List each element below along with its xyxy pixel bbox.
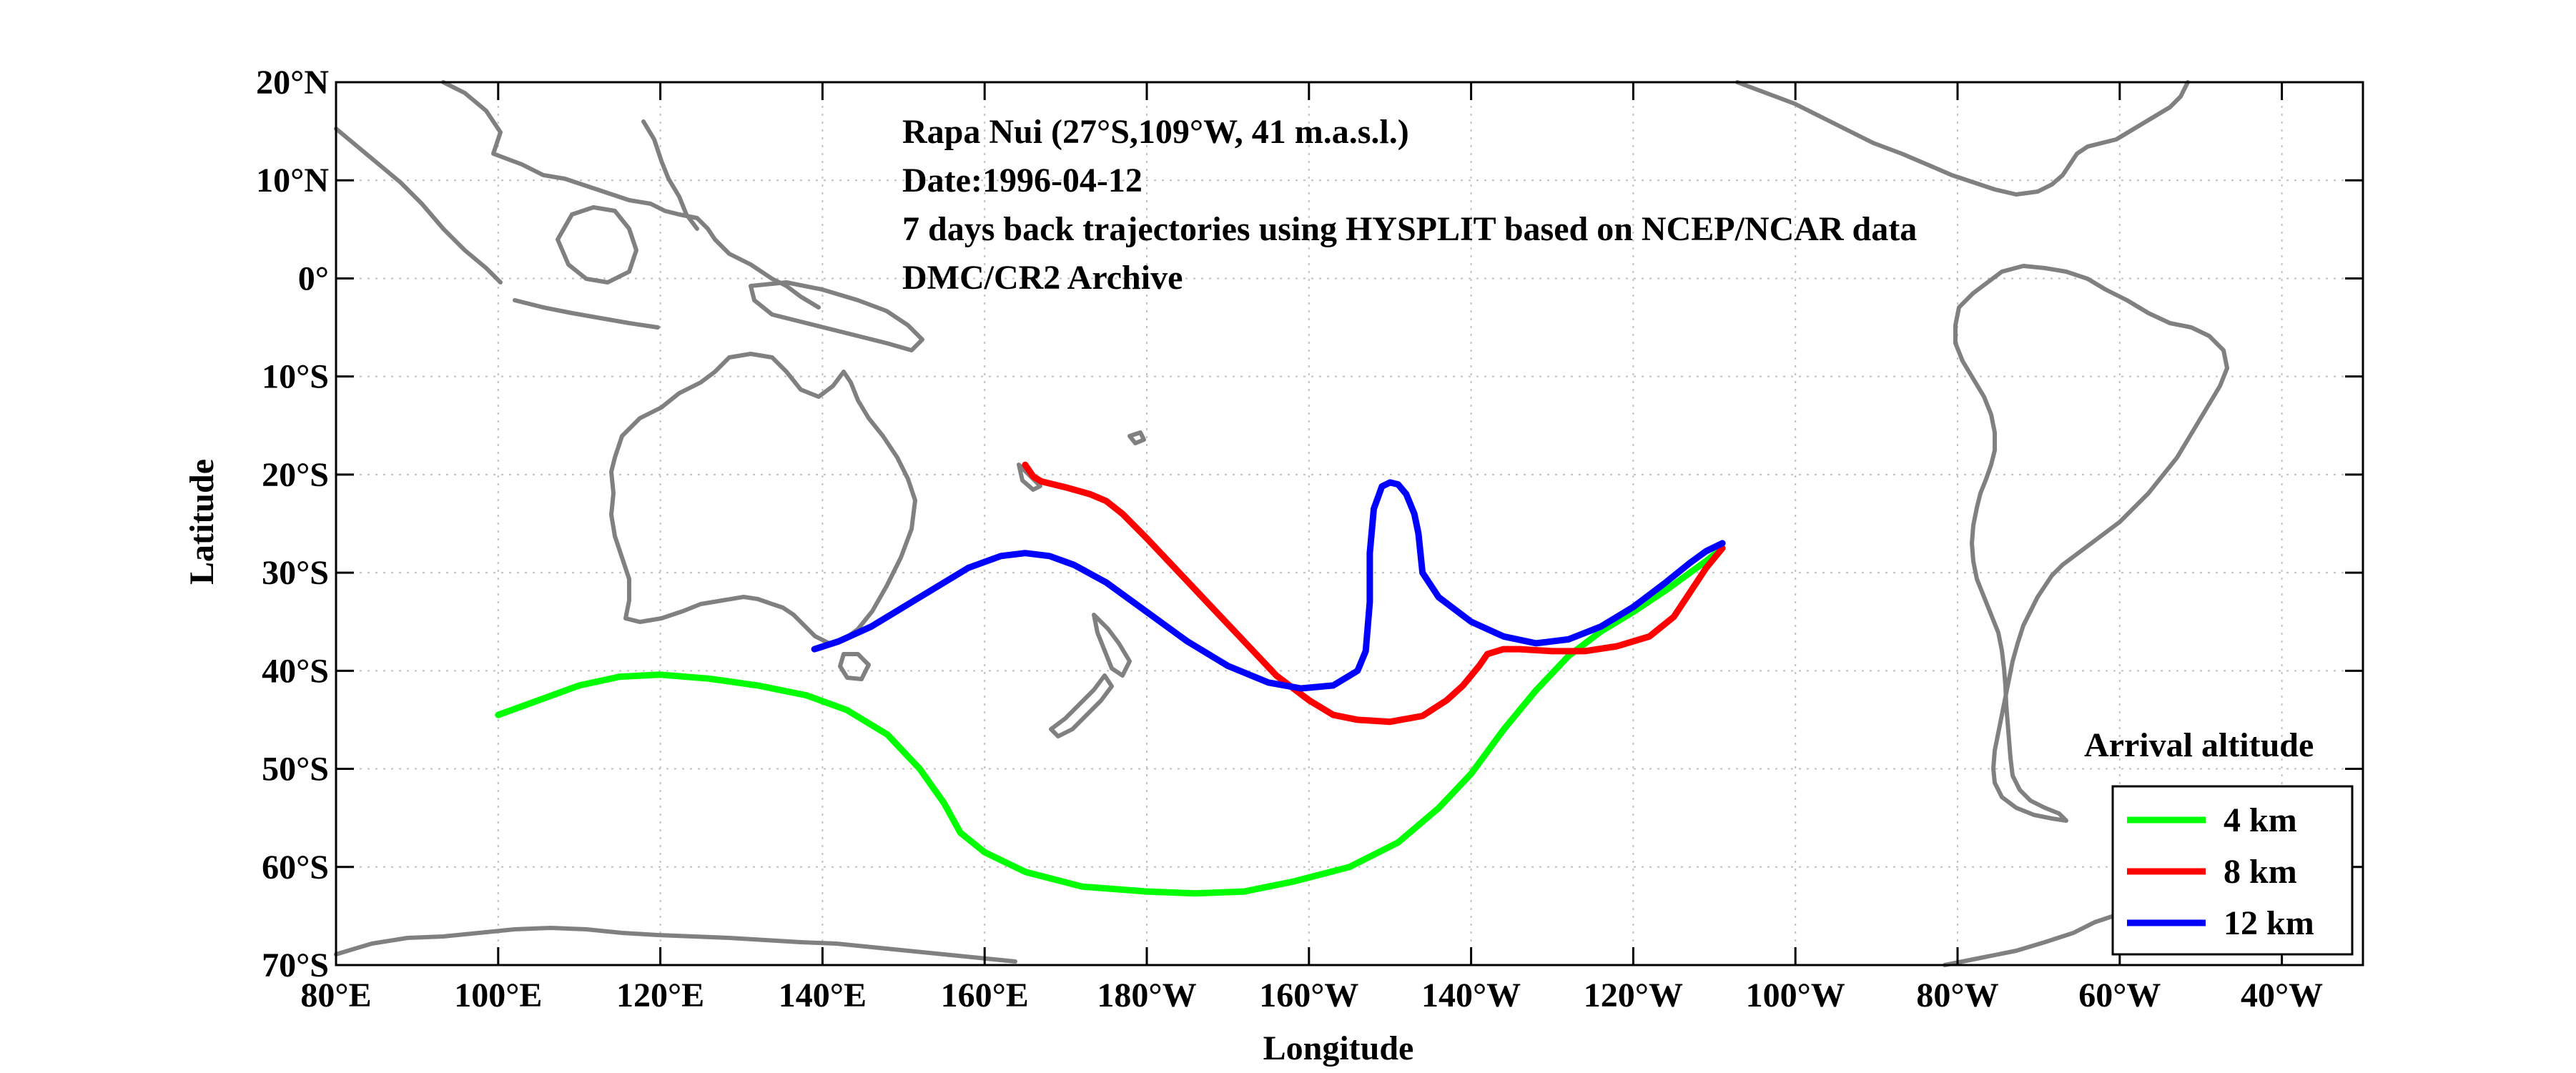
coastline-australia	[609, 352, 917, 646]
x-tick-label: 120°W	[1584, 976, 1683, 1014]
y-tick-label: 0°	[298, 259, 329, 297]
coastline-philippines	[641, 119, 699, 231]
plot-frame	[335, 81, 2364, 966]
coastline-new-zealand-north	[1092, 613, 1132, 678]
title-annotation: Rapa Nui (27°S,109°W, 41 m.a.s.l.) Date:…	[902, 113, 1917, 297]
y-tick-label: 70°S	[262, 946, 329, 984]
x-tick-label: 100°E	[454, 976, 542, 1014]
y-tick-label: 10°S	[262, 358, 329, 396]
title-line-1: Rapa Nui (27°S,109°W, 41 m.a.s.l.)	[902, 113, 1409, 151]
x-tick-labels: 80°E 100°E 120°E 140°E 160°E 180°W 160°W 140°W 1…	[300, 976, 2323, 1014]
trajectory-line	[495, 545, 1726, 897]
x-tick-label: 160°E	[941, 976, 1029, 1014]
legend-label: 12 km	[2224, 904, 2314, 942]
trajectory-line	[1022, 461, 1726, 726]
x-tick-label: 180°W	[1097, 976, 1196, 1014]
y-tick-label: 10°N	[256, 162, 329, 199]
x-tick-label: 160°W	[1259, 976, 1358, 1014]
y-tick-label: 40°S	[262, 652, 329, 690]
trajectory-lines	[495, 461, 1726, 897]
coastline-borneo	[556, 205, 638, 285]
x-tick-label: 80°E	[300, 976, 371, 1014]
y-axis-label: Latitude	[183, 459, 221, 585]
y-tick-label: 30°S	[262, 554, 329, 592]
legend: 4 km 8 km 12 km	[2111, 785, 2354, 956]
x-tick-label: 40°W	[2241, 976, 2323, 1014]
coastline-south-america	[1953, 264, 2229, 823]
coastline-new-zealand-south	[1049, 673, 1114, 738]
y-tick-label: 60°S	[262, 849, 329, 886]
coastline-fiji	[1127, 430, 1146, 445]
title-line-3: 7 days back trajectories using HYSPLIT b…	[902, 210, 1917, 248]
x-tick-label: 100°W	[1746, 976, 1845, 1014]
x-axis-label: Longitude	[1263, 1029, 1414, 1067]
coastline-sumatra	[334, 127, 503, 285]
coastline-antarctic-peninsula	[1943, 913, 2118, 967]
coastline-antarctica	[334, 926, 1017, 964]
y-tick-label: 20°S	[262, 456, 329, 494]
y-tick-label: 20°N	[256, 64, 329, 102]
coastline-se-asia	[441, 80, 821, 310]
coastline-north-america	[1735, 80, 2190, 197]
x-tick-label: 120°E	[616, 976, 704, 1014]
x-tick-label: 140°W	[1421, 976, 1521, 1014]
y-tick-label: 50°S	[262, 751, 329, 788]
coastline-new-guinea	[749, 280, 924, 352]
coastline-tasmania	[838, 652, 871, 681]
title-line-2: Date:1996-04-12	[902, 162, 1143, 199]
x-tick-label: 60°W	[2078, 976, 2161, 1014]
axis-ticks	[335, 81, 2363, 966]
coastline-java	[513, 298, 660, 330]
x-tick-label: 140°E	[779, 976, 867, 1014]
legend-label: 8 km	[2224, 853, 2297, 891]
legend-entries: 4 km 8 km 12 km	[2127, 801, 2314, 942]
coastlines	[334, 80, 2229, 967]
trajectory-line	[811, 479, 1726, 692]
y-tick-labels: 20°N 10°N 0° 10°S 20°S 30°S 40°S 50°S 60°S 70°S	[256, 64, 329, 984]
legend-title: Arrival altitude	[2084, 726, 2314, 764]
legend-label: 4 km	[2224, 801, 2297, 839]
title-line-4: DMC/CR2 Archive	[902, 259, 1183, 297]
x-tick-label: 80°W	[1916, 976, 1998, 1014]
